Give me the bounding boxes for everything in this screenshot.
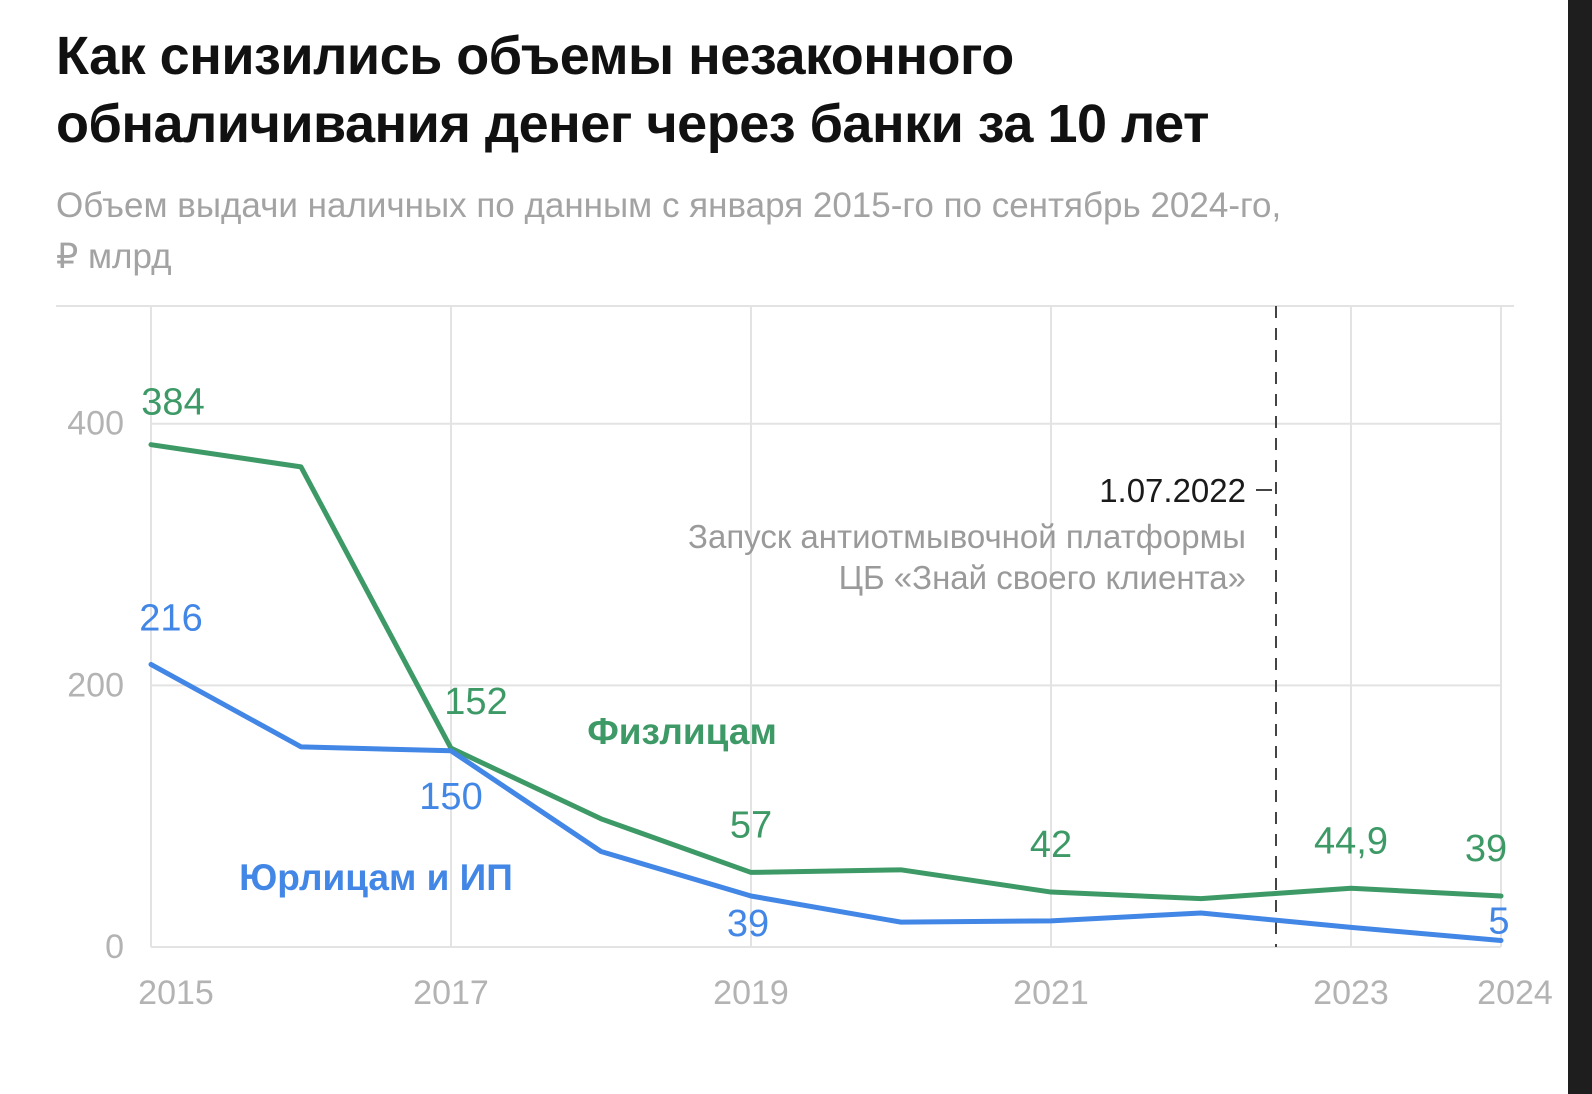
y-tick-label-0: 0 — [105, 928, 124, 966]
grid-layer — [56, 305, 1514, 948]
x-tick-label-2019: 2019 — [713, 974, 789, 1012]
x-tick-label-2024: 2024 — [1477, 974, 1553, 1012]
data-label-individuals-2024: 39 — [1465, 828, 1507, 870]
series-line-legal-entities — [148, 661, 1504, 943]
data-label-individuals-2015: 384 — [141, 382, 204, 424]
data-labels-layer: 384 152 57 42 44,9 39 216 150 39 5 Физлицам Юрлицам… — [139, 382, 1509, 945]
data-label-individuals-2017: 152 — [444, 681, 507, 723]
chart-title-line-1: Как снизились объемы незаконного — [56, 26, 1014, 86]
series-layer — [148, 442, 1504, 943]
y-tick-label-400: 400 — [67, 405, 124, 443]
y-tick-label-200: 200 — [67, 666, 124, 704]
annotation-text-line-2: ЦБ «Знай своего клиента» — [839, 559, 1246, 596]
series-line-individuals — [148, 442, 1504, 902]
x-tick-label-2017: 2017 — [413, 974, 489, 1012]
ticks-layer: 0 200 400 2015 2017 2019 2021 2023 2024 — [67, 405, 1553, 1012]
x-tick-label-2015: 2015 — [138, 974, 214, 1012]
x-tick-label-2021: 2021 — [1013, 974, 1089, 1012]
data-label-legal-entities-2019: 39 — [727, 903, 769, 945]
series-label-individuals: Физлицам — [587, 711, 777, 752]
series-label-legal-entities: Юрлицам и ИП — [239, 857, 513, 898]
x-tick-label-2023: 2023 — [1313, 974, 1389, 1012]
data-label-individuals-2021: 42 — [1030, 824, 1072, 866]
chart-subtitle-line-2: ₽ млрд — [56, 237, 172, 276]
data-label-legal-entities-2015: 216 — [139, 597, 202, 639]
annotation-text-line-1: Запуск антиотмывочной платформы — [688, 518, 1246, 555]
data-label-legal-entities-2017: 150 — [419, 776, 482, 818]
data-label-legal-entities-2024: 5 — [1488, 900, 1509, 942]
chart-subtitle-line-1: Объем выдачи наличных по данным с января… — [56, 186, 1282, 225]
annotation-layer: 1.07.2022 Запуск антиотмывочной платформы… — [688, 306, 1277, 947]
annotation-date: 1.07.2022 — [1099, 472, 1246, 509]
data-label-individuals-2023: 44,9 — [1314, 820, 1388, 862]
window-edge — [1568, 0, 1592, 1094]
chart-title-line-2: обналичивания денег через банки за 10 ле… — [56, 94, 1209, 154]
data-label-individuals-2019: 57 — [730, 804, 772, 846]
chart-subtitle: Объем выдачи наличных по данным с января… — [56, 180, 1516, 282]
chart-title: Как снизились объемы незаконного обналич… — [56, 22, 1516, 158]
